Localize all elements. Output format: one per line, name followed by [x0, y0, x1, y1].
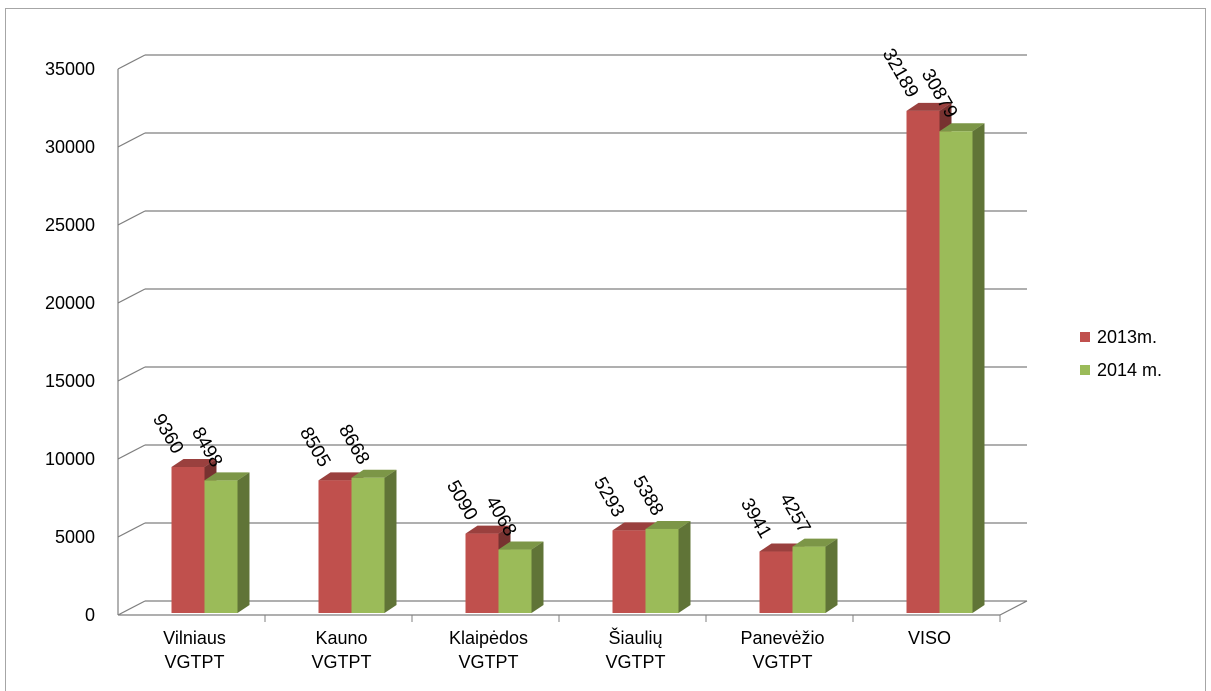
y-tick-label: 0 — [85, 605, 95, 625]
bar-top — [939, 123, 985, 132]
x-tick-label: Klaipėdos — [449, 628, 528, 648]
bar-top — [645, 520, 691, 529]
bar-top — [204, 472, 250, 481]
y-tick-label: 20000 — [45, 293, 95, 313]
gridlines — [117, 54, 1027, 616]
axes: 0 5000 10000 15000 20000 25000 30000 35000 Vilni… — [45, 59, 1028, 672]
legend-swatch — [1080, 332, 1090, 342]
bar — [351, 469, 397, 613]
data-label: 8505 — [295, 424, 334, 471]
gridline-side — [117, 288, 146, 304]
y-tick-label: 15000 — [45, 371, 95, 391]
x-tick-label: VISO — [908, 628, 951, 648]
gridline-side — [117, 522, 146, 538]
data-label: 9360 — [148, 410, 187, 457]
legend-swatch — [1080, 365, 1090, 375]
data-label: 5388 — [628, 472, 667, 519]
bar-front — [351, 477, 385, 613]
bar-front — [759, 551, 793, 613]
bar-top — [171, 458, 217, 467]
y-tick-label: 5000 — [55, 527, 95, 547]
gridline-side — [117, 600, 146, 616]
bar-top — [792, 538, 838, 547]
y-tick-label: 35000 — [45, 59, 95, 79]
bar-side — [237, 472, 250, 613]
bar-top — [498, 541, 544, 550]
bars — [171, 102, 985, 614]
legend-label: 2014 m. — [1097, 360, 1162, 380]
bar-top — [465, 525, 511, 534]
gridline-side — [117, 132, 146, 148]
x-tick-label: VGTPT — [752, 652, 812, 672]
data-label: 5090 — [442, 477, 481, 524]
bar-front — [204, 480, 238, 613]
gridline-side — [117, 444, 146, 460]
bar-front — [318, 480, 352, 613]
x-tick-label: VGTPT — [311, 652, 371, 672]
bar-side — [531, 541, 544, 613]
data-label: 3941 — [736, 495, 775, 542]
bar-top — [612, 522, 658, 531]
floor-edge — [999, 600, 1028, 616]
bar-side — [972, 123, 985, 613]
bar — [792, 538, 838, 613]
bar — [939, 123, 985, 613]
x-tick-label: Šiaulių — [608, 627, 662, 648]
bar-top — [906, 102, 952, 111]
legend: 2013m. 2014 m. — [1080, 327, 1162, 380]
bar — [645, 520, 691, 613]
x-tick-label: Vilniaus — [163, 628, 226, 648]
bar-front — [792, 546, 826, 613]
y-tick-label: 30000 — [45, 137, 95, 157]
y-tick-label: 10000 — [45, 449, 95, 469]
bar — [204, 472, 250, 613]
bar-front — [612, 530, 646, 613]
bar-front — [906, 110, 940, 614]
bar-side — [825, 538, 838, 613]
x-tick-label: Kauno — [315, 628, 367, 648]
bar-front — [939, 131, 973, 613]
bar-top — [351, 469, 397, 478]
data-label: 4257 — [775, 490, 814, 537]
bar-front — [171, 466, 205, 613]
chart-frame — [5, 8, 1206, 691]
bar-front — [465, 533, 499, 613]
legend-label: 2013m. — [1097, 327, 1157, 347]
bar-side — [384, 469, 397, 613]
x-tick-label: VGTPT — [605, 652, 665, 672]
gridline-side — [117, 54, 146, 70]
gridline-side — [117, 366, 146, 382]
x-tick-label: VGTPT — [458, 652, 518, 672]
x-tick-label: VGTPT — [164, 652, 224, 672]
bar — [498, 541, 544, 613]
bar-side — [678, 520, 691, 613]
bar-front — [498, 549, 532, 613]
gridline-side — [117, 210, 146, 226]
data-label: 5293 — [589, 474, 628, 521]
y-tick-label: 25000 — [45, 215, 95, 235]
x-tick-label: Panevėžio — [740, 628, 824, 648]
bar-front — [645, 528, 679, 613]
data-label: 32189 — [878, 45, 923, 101]
